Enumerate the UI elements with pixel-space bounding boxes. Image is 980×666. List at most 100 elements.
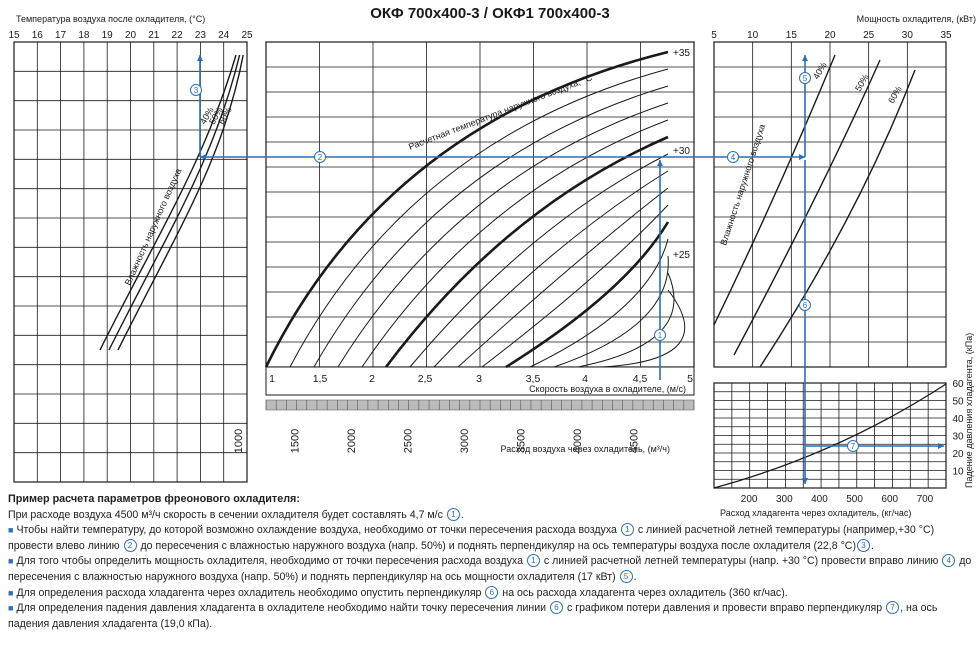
velocity-axis-box <box>265 366 695 396</box>
temp-humidity-curve <box>99 54 237 351</box>
temperature-curve <box>529 238 669 368</box>
note-item: ■ Чтобы найти температуру, до которой воз… <box>8 523 974 554</box>
note-item: ■ Для определения расхода хладагента чере… <box>8 585 974 602</box>
airflow-tick-label: 2000 <box>346 429 358 453</box>
temperature-curve <box>313 85 669 368</box>
pressure-x-tick-label: 600 <box>881 494 898 505</box>
marker-4 <box>727 151 739 163</box>
circled-marker: 6 <box>485 585 499 599</box>
note-text: с графиком потери давления и провести вп… <box>564 602 886 615</box>
bullet-icon: ■ <box>8 556 14 567</box>
airflow-tick-label: 3000 <box>459 429 471 453</box>
note-text: , на ось падения давления хладагента (19… <box>8 602 938 630</box>
note-text: Для того чтобы определить мощность охлад… <box>16 555 526 568</box>
temp-tick-label: 22 <box>172 30 184 41</box>
circled-marker: 1 <box>446 507 460 521</box>
velocity-axis-title: Скорость воздуха в охладителе, (м/с) <box>529 384 686 394</box>
pressure-y-tick-label: 20 <box>952 449 964 460</box>
temp-tick-label: 20 <box>125 30 137 41</box>
velocity-tick-label: 4,5 <box>633 373 648 385</box>
pressure-x-tick-label: 300 <box>776 494 793 505</box>
airflow-tick-label: 4000 <box>572 429 584 453</box>
power-tick-label: 10 <box>747 30 759 41</box>
power-humidity-curve <box>733 59 881 356</box>
pressure-x-tick-label: 700 <box>917 494 934 505</box>
temperature-curve <box>433 170 669 368</box>
circled-marker: 7 <box>886 601 900 615</box>
airflow-tick-label: 1000 <box>233 429 245 453</box>
bullet-icon: ■ <box>8 525 14 536</box>
circled-marker: 6 <box>550 601 564 615</box>
temp-tick-label: 17 <box>55 30 67 41</box>
power-axis-title: Мощность охладителя, (кВт) <box>857 14 976 24</box>
temp-tick-label: 15 <box>8 30 20 41</box>
guide-line-1-head <box>657 160 663 166</box>
note-text: Для определения расхода хладагента через… <box>16 586 485 599</box>
marker-2 <box>314 151 326 163</box>
temp-tick-label: 24 <box>218 30 230 41</box>
temperature-curve <box>361 119 669 368</box>
temp-tick-label: 16 <box>32 30 44 41</box>
circled-marker: 3 <box>856 538 870 552</box>
temp-humidity-curve <box>108 54 241 351</box>
marker-3-label: 3 <box>194 86 199 95</box>
power-humidity-label: 60% <box>886 84 904 105</box>
marker-2-label: 2 <box>318 153 323 162</box>
notes-intro: При расходе воздуха 4500 м³/ч скорость в… <box>8 507 974 524</box>
temperature-curve <box>601 289 686 368</box>
circled-marker: 4 <box>942 554 956 568</box>
temperature-curve <box>505 221 670 369</box>
marker-5 <box>799 72 811 84</box>
temp-tick-label: 25 <box>241 30 253 41</box>
note-text: с линией расчетной летней температуры (н… <box>8 524 935 552</box>
temp-axis-title: Температура воздуха после охладителя, (°… <box>16 14 205 24</box>
marker-6-label: 6 <box>803 301 808 310</box>
airflow-tick-label: 2500 <box>403 429 415 453</box>
temp-humidity-curve <box>117 54 244 351</box>
guide-line-7-head <box>938 443 944 449</box>
power-tick-label: 20 <box>824 30 836 41</box>
power-humidity-curve <box>713 54 836 326</box>
guide-line-6-head <box>802 478 808 484</box>
temp-tick-label: 19 <box>102 30 114 41</box>
note-text: . <box>870 539 874 552</box>
power-tick-label: 30 <box>902 30 914 41</box>
pressure-y-tick-label: 40 <box>952 414 964 425</box>
pressure-x-tick-label: 500 <box>846 494 863 505</box>
marker-3 <box>190 84 202 96</box>
guide-line-4-head <box>799 154 805 160</box>
power-tick-label: 15 <box>786 30 798 41</box>
note-text: При расходе воздуха 4500 м³/ч скорость в… <box>8 508 446 521</box>
power-tick-label: 5 <box>711 30 717 41</box>
pressure-drop-curve <box>713 383 947 489</box>
temperature-curve <box>553 255 669 368</box>
marker-6 <box>799 299 811 311</box>
curve-label-35: +35 <box>673 48 690 59</box>
note-item: ■ Для того чтобы определить мощность охла… <box>8 554 974 585</box>
temp-series-label: Влажность наружного воздуха <box>123 167 184 287</box>
bullet-icon: ■ <box>8 603 14 614</box>
temp-tick-label: 21 <box>148 30 160 41</box>
temperature-curve <box>409 153 669 368</box>
temperature-curve <box>264 50 669 368</box>
note-item: ■ Для определения падения давления хладаг… <box>8 601 974 632</box>
guide-line-3-head <box>197 55 203 61</box>
marker-1-label: 1 <box>658 331 663 340</box>
guide-line-2-head <box>200 154 206 160</box>
pressure-y-tick-label: 60 <box>952 379 964 390</box>
power-humidity-curve <box>759 69 916 368</box>
temperature-curve <box>289 68 669 368</box>
pressure-x-tick-label: 400 <box>811 494 828 505</box>
marker-5-label: 5 <box>803 74 808 83</box>
temp-tick-label: 18 <box>78 30 90 41</box>
chart-title: ОКФ 700x400-3 / ОКФ1 700x400-3 <box>370 5 610 22</box>
velocity-tick-label: 3 <box>476 373 482 385</box>
airflow-tick-label: 4500 <box>629 429 641 453</box>
calculation-example: Пример расчета параметров фреонового охл… <box>8 492 974 632</box>
pressure-x-axis-title: Расход хладагента через охладитель, (кг/… <box>720 508 911 518</box>
airflow-tick-label: 1500 <box>290 429 302 453</box>
velocity-tick-label: 5 <box>687 373 693 385</box>
guide-line-5-head <box>802 55 808 61</box>
bullet-icon: ■ <box>8 587 14 598</box>
